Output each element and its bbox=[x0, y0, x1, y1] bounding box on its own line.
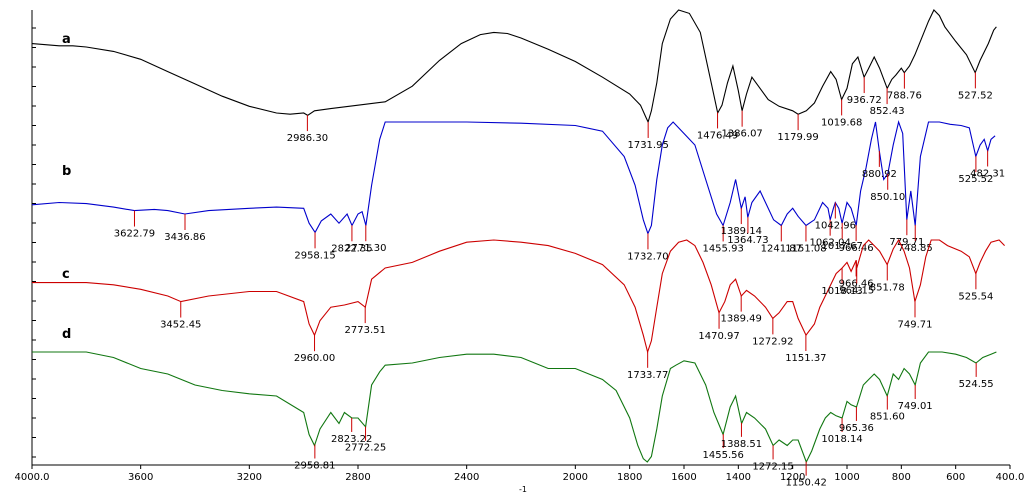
peak-label: 525.52 bbox=[958, 174, 993, 185]
peak-label: 749.01 bbox=[898, 401, 933, 412]
peak-label: 1151.37 bbox=[785, 353, 826, 364]
x-tick-label: 3600 bbox=[128, 472, 153, 483]
peak-label: 2771.30 bbox=[345, 243, 386, 254]
peak-label: 1150.42 bbox=[785, 478, 826, 489]
peak-label: 1062.04 bbox=[809, 238, 850, 249]
series-a-line bbox=[31, 9, 997, 124]
axes: 4000.0 3600 3200 2800 2400 2000 1800 1600 1400 12… bbox=[15, 10, 1025, 483]
series-d-label: d bbox=[62, 327, 71, 342]
peak-label: 1017.67 bbox=[822, 241, 863, 252]
series-c-line bbox=[32, 238, 1005, 354]
peak-label: 936.72 bbox=[847, 95, 882, 106]
peak-label: 748.85 bbox=[898, 243, 933, 254]
peak-label: 1476.49 bbox=[697, 130, 738, 141]
x-tick-label: 800 bbox=[892, 472, 911, 483]
peak-label: 2958.81 bbox=[294, 461, 335, 472]
series-c-label: c bbox=[62, 267, 70, 282]
x-tick-label: 4000.0 bbox=[15, 472, 50, 483]
peak-label: 2958.15 bbox=[294, 250, 335, 261]
x-tick-label: 3200 bbox=[237, 472, 262, 483]
peak-label: 2960.00 bbox=[294, 353, 335, 364]
peak-label: 482.31 bbox=[970, 168, 1005, 179]
peak-label: 1042.96 bbox=[815, 221, 856, 232]
peak-label: 852.43 bbox=[870, 106, 905, 117]
peak-label: 788.76 bbox=[887, 91, 922, 102]
peak-label: 1455.56 bbox=[703, 450, 744, 461]
peak-label: 966.46 bbox=[839, 243, 874, 254]
peak-label: 1241.87 bbox=[761, 243, 802, 254]
peak-label: 1732.70 bbox=[627, 251, 668, 262]
series-b-label: b bbox=[62, 164, 71, 179]
x-axis-unit-mark: -1 bbox=[519, 485, 527, 494]
peak-label: 851.78 bbox=[870, 282, 905, 293]
x-tick-label: 1200 bbox=[780, 472, 805, 483]
series-a-label: a bbox=[62, 32, 71, 47]
series-d-line bbox=[32, 351, 997, 464]
x-tick-label: 1400 bbox=[726, 472, 751, 483]
peak-label: 1731.95 bbox=[627, 140, 668, 151]
peak-label: 1386.07 bbox=[721, 129, 762, 140]
peak-label: 2986.30 bbox=[287, 133, 328, 144]
peak-label: 1389.49 bbox=[721, 314, 762, 325]
peak-label: 1179.99 bbox=[777, 132, 818, 143]
peak-label: 1388.51 bbox=[721, 439, 762, 450]
peak-label: 527.52 bbox=[958, 90, 993, 101]
peak-label: 3452.45 bbox=[160, 320, 201, 331]
peak-label: 851.60 bbox=[870, 412, 905, 423]
peak-label: 779.71 bbox=[889, 237, 924, 248]
series-c: c 3452.45 2960.00 2773.51 1733.77 1470.97 1389… bbox=[32, 238, 1005, 381]
x-tick-label: 1600 bbox=[671, 472, 696, 483]
x-tick-label: 1000 bbox=[834, 472, 859, 483]
peak-label: 1151.08 bbox=[785, 243, 826, 254]
peak-label: 850.10 bbox=[870, 192, 905, 203]
peak-label: 1470.97 bbox=[698, 331, 739, 342]
x-tick-label: 2400 bbox=[454, 472, 479, 483]
x-tick-label: 2000 bbox=[563, 472, 588, 483]
peak-label: 880.92 bbox=[862, 169, 897, 180]
peak-label: 965.36 bbox=[839, 423, 874, 434]
peak-label: 3436.86 bbox=[164, 232, 205, 243]
x-tick-label: 2800 bbox=[345, 472, 370, 483]
peak-label: 1455.93 bbox=[702, 243, 743, 254]
peak-label: 524.55 bbox=[959, 379, 994, 390]
peak-label: 749.71 bbox=[897, 319, 932, 330]
peak-label: 1272.15 bbox=[752, 461, 793, 472]
peak-label: 1389.14 bbox=[721, 226, 762, 237]
peak-label: 964.15 bbox=[839, 285, 874, 296]
series-b-line bbox=[31, 120, 996, 236]
peak-label: 525.54 bbox=[958, 291, 993, 302]
peak-label: 1018.14 bbox=[821, 434, 862, 445]
peak-label: 2823.22 bbox=[331, 434, 372, 445]
peak-label: 2772.25 bbox=[345, 443, 386, 454]
x-tick-label: 1800 bbox=[617, 472, 642, 483]
peak-label: 1733.77 bbox=[627, 370, 668, 381]
x-tick-label: 600 bbox=[946, 472, 965, 483]
x-tick-label: 400.0 bbox=[996, 472, 1025, 483]
peak-label: 2773.51 bbox=[345, 325, 386, 336]
peak-label: 1272.92 bbox=[752, 336, 793, 347]
peak-label: 2822.35 bbox=[331, 243, 372, 254]
peak-label: 1364.73 bbox=[727, 235, 768, 246]
peak-label: 3622.79 bbox=[114, 229, 155, 240]
peak-label: 1019.68 bbox=[821, 117, 862, 128]
peak-label: 1018.13 bbox=[821, 286, 862, 297]
peak-label: 966.46 bbox=[839, 278, 874, 289]
